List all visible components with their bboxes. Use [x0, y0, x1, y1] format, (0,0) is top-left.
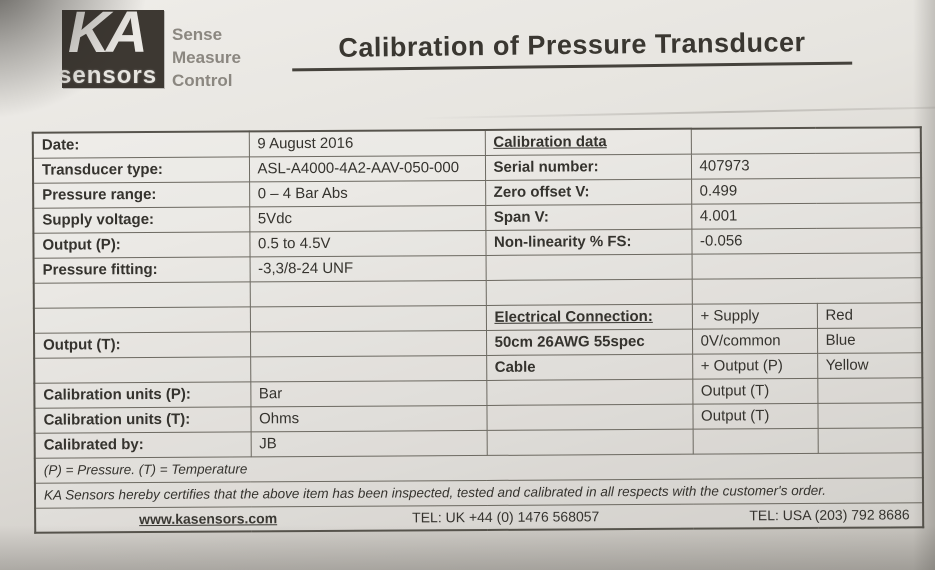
wire-color: [817, 402, 923, 428]
field-label: [33, 306, 251, 333]
field-label: Calibrated by:: [34, 431, 251, 458]
ka-sensors-logo: KA sensors: [58, 4, 164, 88]
field-value: [249, 279, 486, 307]
field-value: 5Vdc: [249, 204, 486, 232]
field-value: [690, 127, 921, 154]
wire-color: Yellow: [817, 352, 923, 378]
field-label: 50cm 26AWG 55spec: [485, 328, 693, 355]
field-label: Electrical Connection:: [485, 303, 692, 330]
tagline-control: Control: [172, 70, 233, 90]
field-value: [691, 252, 922, 279]
field-label: Supply voltage:: [33, 206, 250, 233]
tagline-measure: Measure: [172, 47, 241, 67]
field-label: Output (T):: [34, 331, 251, 358]
wire-color: Red: [816, 302, 922, 328]
calibration-table: Date: 9 August 2016 Calibration data Tra…: [31, 126, 925, 534]
field-label: Calibration units (P):: [34, 381, 251, 408]
field-value: 0.5 to 4.5V: [249, 229, 486, 257]
logo-ka-text: KA: [68, 0, 148, 65]
tel-uk: TEL: UK +44 (0) 1476 568057: [412, 508, 600, 526]
field-value: Ohms: [250, 404, 487, 432]
page-title: Calibration of Pressure Transducer: [291, 26, 853, 72]
footer-contacts: www.kasensors.com TEL: UK +44 (0) 1476 5…: [44, 507, 914, 528]
wire-color: [817, 377, 923, 403]
field-value: 0 – 4 Bar Abs: [249, 179, 486, 207]
field-label: Span V:: [485, 203, 692, 230]
field-value: [250, 329, 487, 357]
field-label: Calibration units (T):: [34, 406, 251, 433]
field-label: Zero offset V:: [485, 178, 692, 205]
field-value: 407973: [690, 152, 922, 179]
field-label: Non-linearity % FS:: [485, 228, 692, 255]
field-label: Calibration data: [484, 128, 691, 155]
field-value: [692, 427, 818, 454]
field-label: [34, 356, 251, 383]
field-label: Output (P):: [33, 231, 250, 258]
field-value: Bar: [250, 379, 487, 407]
field-value: Output (T): [692, 377, 818, 404]
wire-color: Blue: [816, 327, 923, 353]
logo-tagline: Sense Measure Control: [172, 24, 241, 93]
field-label: Date:: [32, 131, 249, 158]
field-value: [250, 354, 487, 382]
field-value: + Output (P): [692, 352, 818, 379]
field-label: [486, 378, 693, 405]
tel-usa: TEL: USA (203) 792 8686: [749, 506, 910, 524]
field-value: JB: [250, 429, 487, 457]
field-value: 0.499: [691, 177, 922, 204]
field-value: + Supply: [691, 302, 817, 329]
field-value: [249, 304, 486, 332]
field-label: Transducer type:: [32, 156, 250, 183]
field-label: [486, 403, 693, 430]
wire-color: [817, 427, 923, 453]
field-label: Serial number:: [484, 153, 692, 180]
document-header: KA sensors Sense Measure Control Calibra…: [0, 0, 935, 120]
field-value: [691, 277, 922, 304]
field-value: ASL-A4000-4A2-AAV-050-000: [248, 154, 486, 182]
field-label: [486, 428, 693, 455]
field-label: Pressure range:: [33, 181, 250, 208]
field-value: Output (T): [692, 402, 818, 429]
field-value: -3,3/8-24 UNF: [249, 254, 486, 282]
field-value: 0V/common: [691, 327, 818, 354]
field-label: Cable: [486, 353, 693, 380]
table-row: www.kasensors.com TEL: UK +44 (0) 1476 5…: [35, 502, 924, 533]
field-label: Pressure fitting:: [33, 256, 250, 283]
field-label: [33, 281, 250, 308]
website-link: www.kasensors.com: [139, 510, 278, 528]
field-value: 9 August 2016: [248, 129, 485, 157]
field-value: -0.056: [691, 227, 922, 254]
field-value: 4.001: [691, 202, 922, 229]
section-header: Calibration data: [493, 133, 607, 152]
field-label: [485, 253, 692, 280]
field-label: [485, 278, 692, 305]
section-header: Electrical Connection:: [494, 307, 653, 326]
logo-sensors-text: sensors: [58, 62, 158, 89]
tagline-sense: Sense: [172, 25, 223, 44]
